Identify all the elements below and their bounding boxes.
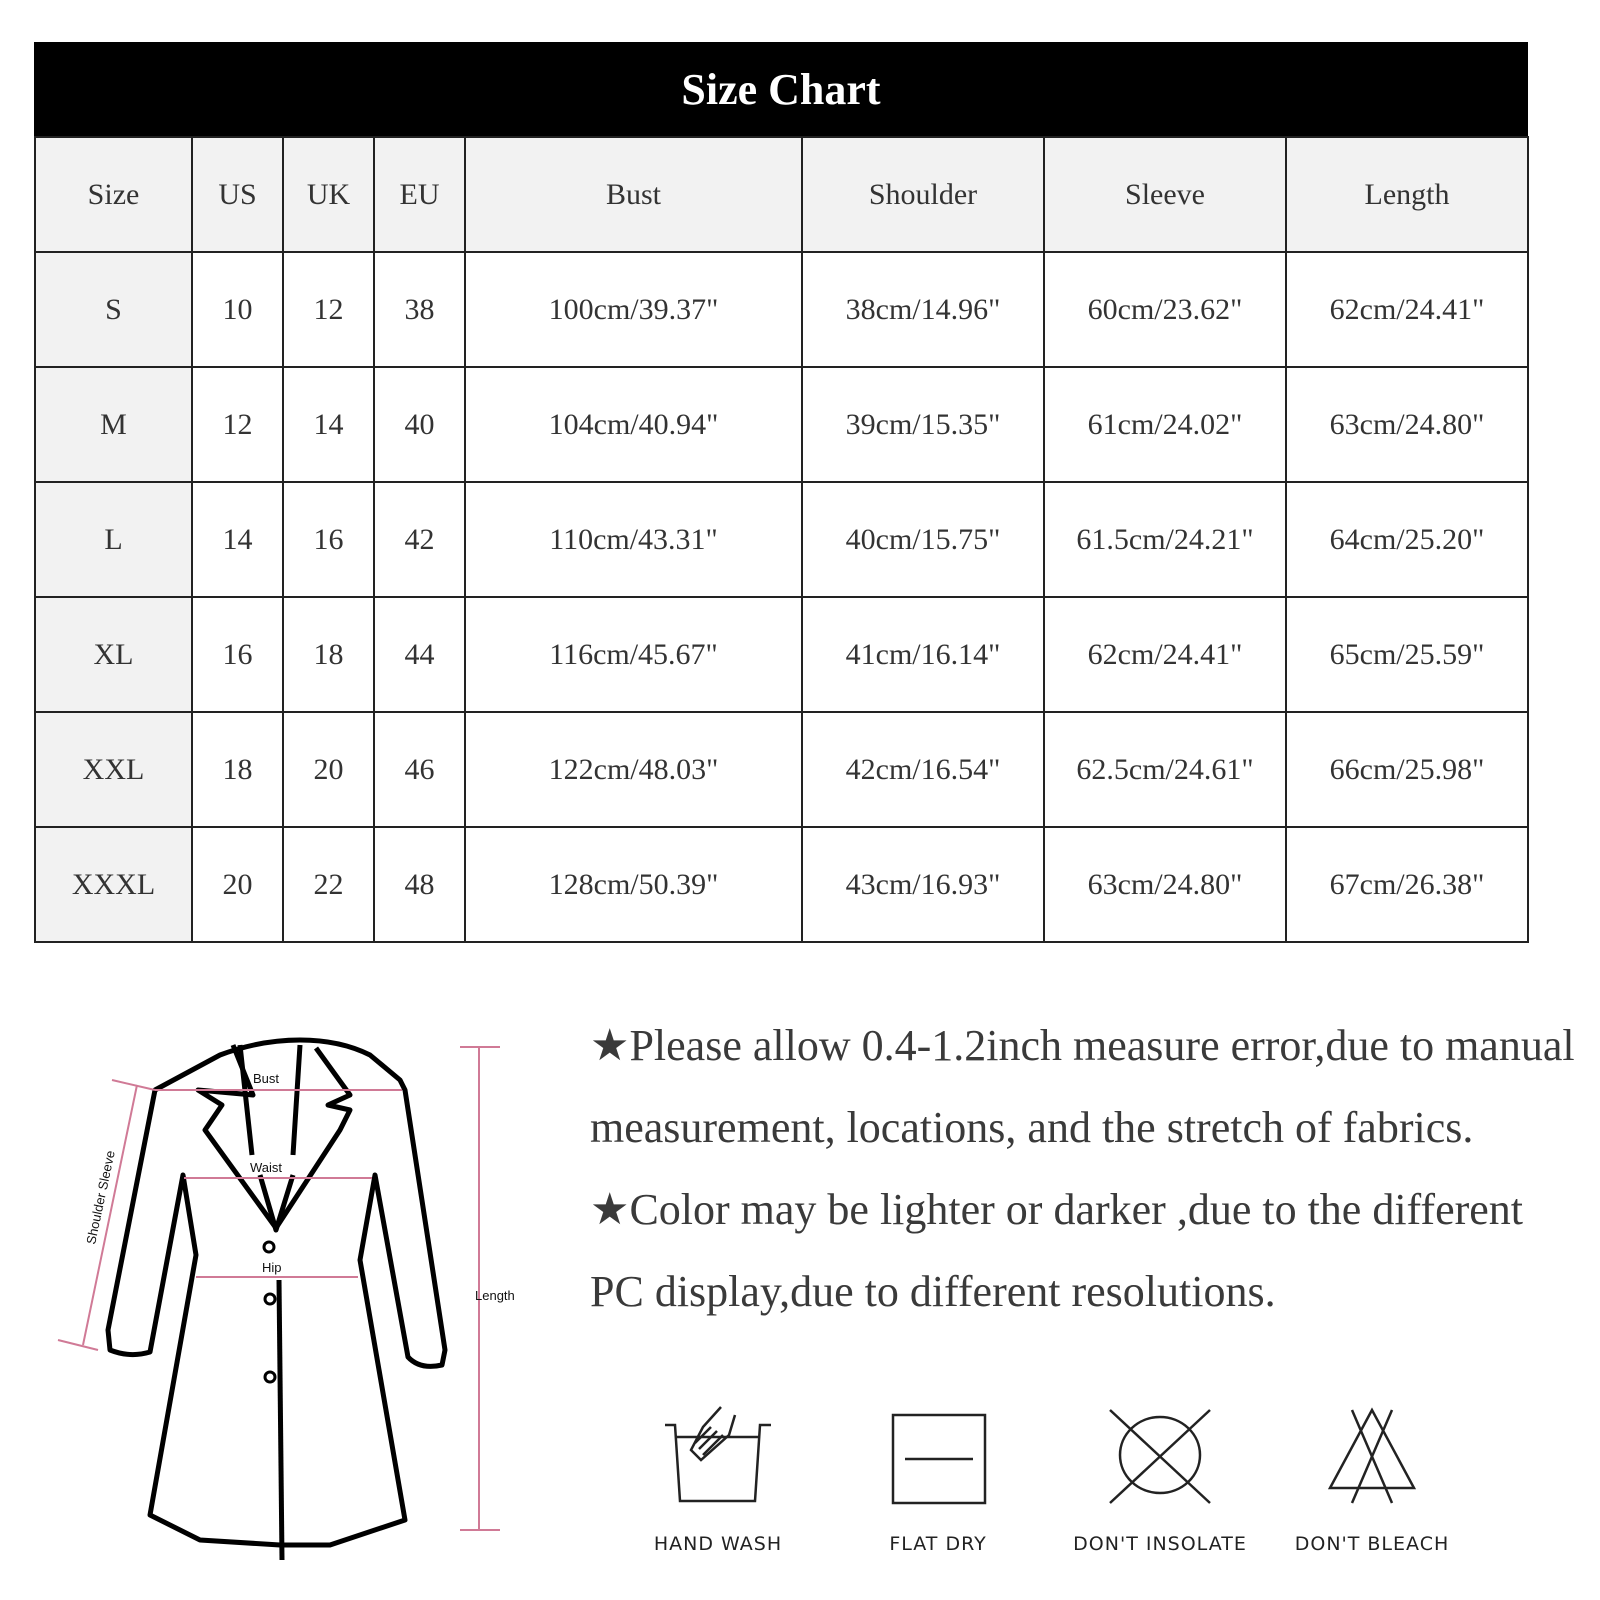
buttons: [262, 1240, 277, 1384]
table-row: S 10 12 38 100cm/39.37" 38cm/14.96" 60cm/23.62…: [34, 251, 1529, 368]
care-label: DON'T BLEACH: [1294, 1533, 1450, 1555]
cell-uk: 16: [282, 481, 375, 598]
cell-shoulder: 41cm/16.14": [801, 596, 1045, 713]
flat-dry-icon: [891, 1413, 987, 1505]
length-label: Length: [475, 1288, 515, 1303]
cell-eu: 48: [373, 826, 466, 943]
cell-eu: 40: [373, 366, 466, 483]
cell-uk: 22: [282, 826, 375, 943]
measure-lines: [57, 1046, 500, 1531]
care-label: HAND WASH: [653, 1533, 783, 1555]
cell-uk: 12: [282, 251, 375, 368]
hand-wash-icon: [665, 1406, 771, 1503]
cell-size: XXXL: [34, 826, 193, 943]
cell-bust: 128cm/50.39": [464, 826, 803, 943]
hip-label: Hip: [262, 1260, 282, 1275]
cell-sleeve: 60cm/23.62": [1043, 251, 1287, 368]
size-chart-title: Size Chart: [34, 42, 1528, 136]
cell-eu: 42: [373, 481, 466, 598]
care-label: FLAT DRY: [889, 1533, 987, 1555]
cell-us: 16: [191, 596, 284, 713]
note-color: ★Color may be lighter or darker ,due to …: [590, 1185, 1524, 1316]
cell-shoulder: 42cm/16.54": [801, 711, 1045, 828]
cell-uk: 18: [282, 596, 375, 713]
cell-size: L: [34, 481, 193, 598]
column-header-size: Size: [34, 136, 193, 253]
table-row: M 12 14 40 104cm/40.94" 39cm/15.35" 61cm/24.02…: [34, 366, 1529, 483]
note-measure-error: ★Please allow 0.4-1.2inch measure error,…: [590, 1021, 1575, 1152]
cell-length: 64cm/25.20": [1285, 481, 1529, 598]
column-header-length: Length: [1285, 136, 1529, 253]
cell-length: 63cm/24.80": [1285, 366, 1529, 483]
care-dont-bleach: DON'T BLEACH: [1272, 1405, 1472, 1555]
cell-eu: 46: [373, 711, 466, 828]
cell-size: XXL: [34, 711, 193, 828]
cell-shoulder: 38cm/14.96": [801, 251, 1045, 368]
table-row: XXL 18 20 46 122cm/48.03" 42cm/16.54" 62.5cm/2…: [34, 711, 1529, 828]
cell-shoulder: 39cm/15.35": [801, 366, 1045, 483]
cell-shoulder: 43cm/16.93": [801, 826, 1045, 943]
care-hand-wash: HAND WASH: [618, 1405, 818, 1555]
cell-us: 14: [191, 481, 284, 598]
cell-size: M: [34, 366, 193, 483]
care-label: DON'T INSOLATE: [1073, 1533, 1247, 1555]
table-header-row: Size US UK EU Bust Shoulder Sleeve Length: [34, 136, 1529, 253]
size-table: Size US UK EU Bust Shoulder Sleeve Length S 10 12…: [34, 136, 1529, 943]
cell-uk: 14: [282, 366, 375, 483]
cell-bust: 100cm/39.37": [464, 251, 803, 368]
cell-sleeve: 61.5cm/24.21": [1043, 481, 1287, 598]
cell-length: 65cm/25.59": [1285, 596, 1529, 713]
cell-length: 67cm/26.38": [1285, 826, 1529, 943]
care-flat-dry: FLAT DRY: [838, 1405, 1038, 1555]
cell-sleeve: 62.5cm/24.61": [1043, 711, 1287, 828]
column-header-eu: EU: [373, 136, 466, 253]
column-header-uk: UK: [282, 136, 375, 253]
table-row: XL 16 18 44 116cm/45.67" 41cm/16.14" 62cm/24.4…: [34, 596, 1529, 713]
cell-bust: 110cm/43.31": [464, 481, 803, 598]
cell-uk: 20: [282, 711, 375, 828]
cell-us: 10: [191, 251, 284, 368]
care-dont-insolate: DON'T INSOLATE: [1060, 1405, 1260, 1555]
cell-bust: 104cm/40.94": [464, 366, 803, 483]
column-header-us: US: [191, 136, 284, 253]
cell-sleeve: 61cm/24.02": [1043, 366, 1287, 483]
dont-insolate-icon: [1109, 1409, 1211, 1504]
waist-label: Waist: [250, 1160, 282, 1175]
table-row: XXXL 20 22 48 128cm/50.39" 43cm/16.93" 63cm/24…: [34, 826, 1529, 943]
cell-us: 18: [191, 711, 284, 828]
cell-us: 20: [191, 826, 284, 943]
cell-length: 62cm/24.41": [1285, 251, 1529, 368]
cell-shoulder: 40cm/15.75": [801, 481, 1045, 598]
column-header-shoulder: Shoulder: [801, 136, 1045, 253]
cell-bust: 122cm/48.03": [464, 711, 803, 828]
cell-size: S: [34, 251, 193, 368]
coat-outline: [105, 1037, 448, 1560]
table-row: L 14 16 42 110cm/43.31" 40cm/15.75" 61.5cm/24.…: [34, 481, 1529, 598]
cell-us: 12: [191, 366, 284, 483]
cell-sleeve: 62cm/24.41": [1043, 596, 1287, 713]
coat-measurement-diagram: Bust Waist Hip Length Shoulder Sleeve: [57, 1037, 515, 1560]
cell-eu: 38: [373, 251, 466, 368]
notes: ★Please allow 0.4-1.2inch measure error,…: [590, 1005, 1580, 1333]
dont-bleach-icon: [1327, 1407, 1417, 1504]
cell-bust: 116cm/45.67": [464, 596, 803, 713]
cell-size: XL: [34, 596, 193, 713]
column-header-bust: Bust: [464, 136, 803, 253]
shoulder-sleeve-label: Shoulder Sleeve: [83, 1149, 118, 1245]
cell-length: 66cm/25.98": [1285, 711, 1529, 828]
bust-label: Bust: [253, 1071, 279, 1086]
cell-eu: 44: [373, 596, 466, 713]
cell-sleeve: 63cm/24.80": [1043, 826, 1287, 943]
column-header-sleeve: Sleeve: [1043, 136, 1287, 253]
